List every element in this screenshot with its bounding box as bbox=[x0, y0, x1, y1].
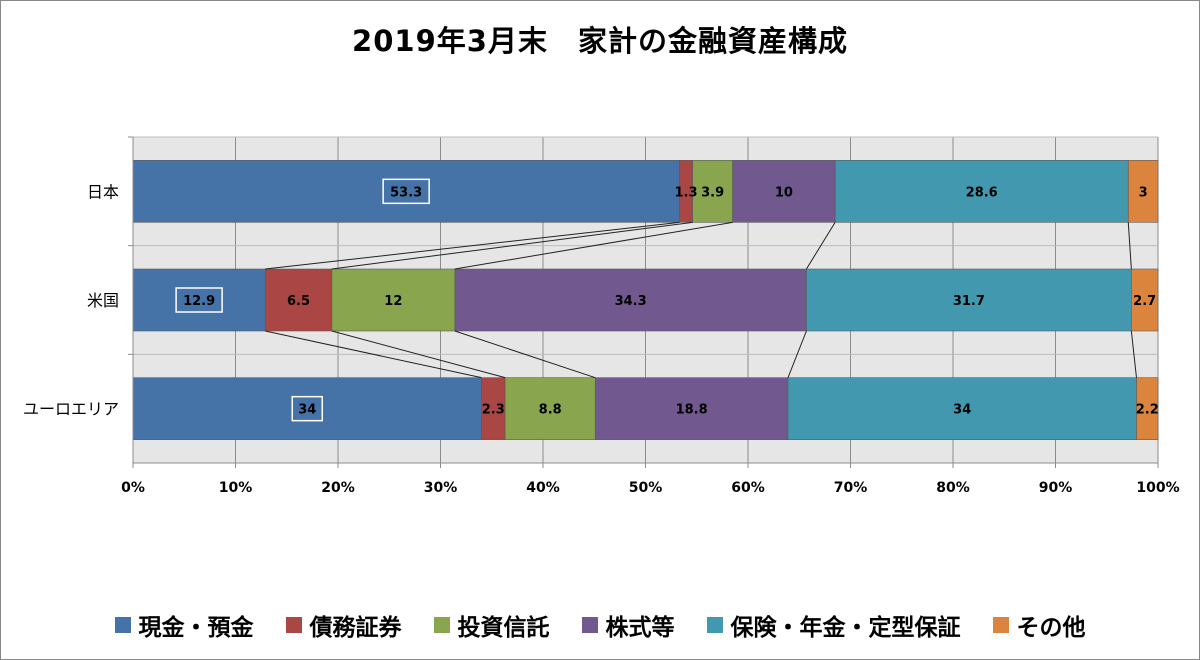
legend-label: 保険・年金・定型保証 bbox=[730, 615, 961, 641]
bar-segment bbox=[1136, 377, 1159, 440]
bar-segment bbox=[504, 377, 596, 440]
series-line bbox=[1127, 222, 1132, 270]
legend-swatch bbox=[581, 617, 598, 633]
data-label: 28.6 bbox=[966, 185, 998, 200]
data-label: 2.2 bbox=[1136, 403, 1159, 418]
bar-segment bbox=[806, 268, 1132, 332]
legend-swatch bbox=[285, 617, 302, 633]
series-line bbox=[265, 221, 680, 270]
legend-item: 債務証券 bbox=[285, 608, 402, 642]
legend: 現金・預金 債務証券 投資信託 株式等 保険・年金・定型保証 その他 bbox=[0, 605, 1200, 645]
data-label-box bbox=[382, 178, 430, 205]
data-label: 34 bbox=[953, 403, 971, 418]
series-line bbox=[454, 330, 596, 379]
series-line bbox=[331, 330, 506, 379]
series-line bbox=[805, 222, 836, 270]
bar-segment bbox=[594, 377, 789, 440]
legend-item: 投資信託 bbox=[433, 608, 550, 642]
category-label: ユーロエリア bbox=[23, 400, 119, 419]
data-label: 31.7 bbox=[953, 294, 985, 309]
legend-label: その他 bbox=[1016, 615, 1086, 641]
legend-item: 株式等 bbox=[581, 608, 675, 642]
legend-item: 現金・預金 bbox=[114, 608, 254, 642]
data-label: 12.9 bbox=[183, 294, 215, 309]
data-label: 2.7 bbox=[1133, 294, 1156, 309]
legend-item: 保険・年金・定型保証 bbox=[706, 608, 961, 642]
bar-segment bbox=[732, 160, 836, 223]
x-tick-label: 20% bbox=[321, 480, 355, 496]
bar-segment bbox=[692, 160, 733, 223]
bar-segment bbox=[132, 377, 482, 440]
data-label: 12 bbox=[384, 294, 402, 309]
series-line bbox=[331, 221, 693, 270]
x-tick-label: 30% bbox=[424, 480, 458, 496]
bar-segment bbox=[264, 268, 333, 332]
legend-label: 現金・預金 bbox=[138, 615, 254, 641]
category-label: 米国 bbox=[87, 291, 119, 310]
bar-segment bbox=[787, 377, 1137, 440]
series-line bbox=[787, 330, 807, 378]
data-label-box bbox=[175, 287, 223, 313]
category-label: 日本 bbox=[87, 182, 119, 201]
bar-segment bbox=[454, 268, 807, 332]
data-label: 10 bbox=[775, 185, 793, 200]
data-label: 3.9 bbox=[701, 185, 724, 200]
legend-label: 株式等 bbox=[605, 615, 675, 641]
data-label: 18.8 bbox=[676, 403, 708, 418]
data-label: 2.3 bbox=[482, 403, 505, 418]
x-tick-label: 10% bbox=[219, 480, 253, 496]
data-label: 6.5 bbox=[287, 294, 310, 309]
x-tick-label: 70% bbox=[834, 480, 868, 496]
legend-label: 投資信託 bbox=[457, 615, 550, 641]
data-label: 34.3 bbox=[615, 294, 647, 309]
bar-segment bbox=[1127, 160, 1159, 223]
chart-title: 2019年3月末 家計の金融資産構成 bbox=[352, 24, 848, 58]
x-tick-label: 50% bbox=[629, 480, 663, 496]
data-label-box bbox=[291, 395, 323, 422]
bar-segment bbox=[132, 268, 266, 332]
x-tick-label: 40% bbox=[526, 480, 560, 496]
x-tick-label: 60% bbox=[731, 480, 765, 496]
legend-item: その他 bbox=[992, 608, 1086, 642]
bar-segment bbox=[331, 268, 456, 332]
x-tick-label: 0% bbox=[121, 480, 145, 496]
legend-swatch bbox=[706, 617, 723, 633]
legend-swatch bbox=[433, 617, 450, 633]
data-label: 3 bbox=[1139, 185, 1148, 200]
legend-swatch bbox=[114, 617, 131, 633]
data-label: 8.8 bbox=[539, 403, 562, 418]
data-label: 53.3 bbox=[390, 185, 422, 200]
x-tick-label: 90% bbox=[1039, 480, 1073, 496]
data-label: 1.3 bbox=[674, 185, 697, 200]
legend-label: 債務証券 bbox=[309, 615, 402, 641]
series-line bbox=[265, 330, 482, 379]
series-line bbox=[1130, 330, 1137, 378]
plot-area: 53.3 1.3 3.9 10 28.6 3 12.9 6.5 12 34.3 31.7 2.7 34 2… bbox=[23, 136, 1180, 496]
x-tick-label: 100% bbox=[1136, 480, 1179, 496]
x-tick-label: 80% bbox=[936, 480, 970, 496]
series-line bbox=[454, 221, 733, 270]
legend-swatch bbox=[992, 617, 1009, 633]
data-label: 34 bbox=[298, 403, 316, 418]
bar-segment bbox=[1131, 268, 1159, 332]
